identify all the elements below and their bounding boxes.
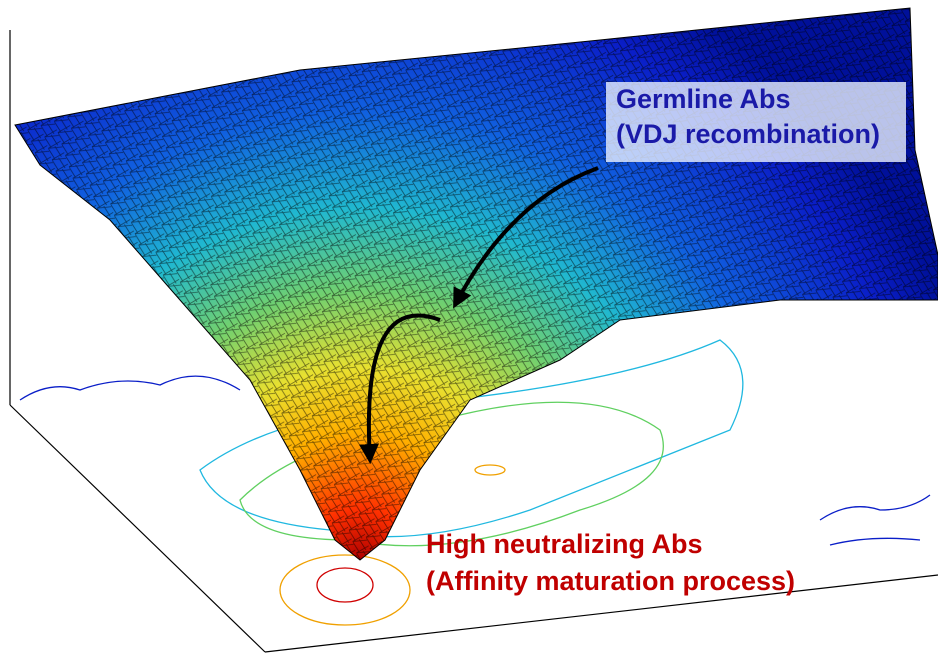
axes	[9, 30, 938, 653]
arrow	[453, 166, 599, 309]
neutralizing-subtitle: (Affinity maturation process)	[426, 566, 795, 596]
axis-line	[9, 404, 266, 653]
contour	[474, 464, 506, 476]
arrows	[359, 166, 599, 464]
contour	[19, 375, 241, 401]
contour	[316, 567, 374, 603]
contour	[819, 494, 931, 546]
axis-line	[264, 574, 938, 653]
label-background	[606, 82, 906, 162]
germline-subtitle: (VDJ recombination)	[616, 119, 880, 149]
neutralizing-title: High neutralizing Abs	[426, 529, 703, 559]
contour	[279, 554, 411, 626]
arrow	[359, 313, 441, 464]
germline-title: Germline Abs	[616, 84, 791, 114]
